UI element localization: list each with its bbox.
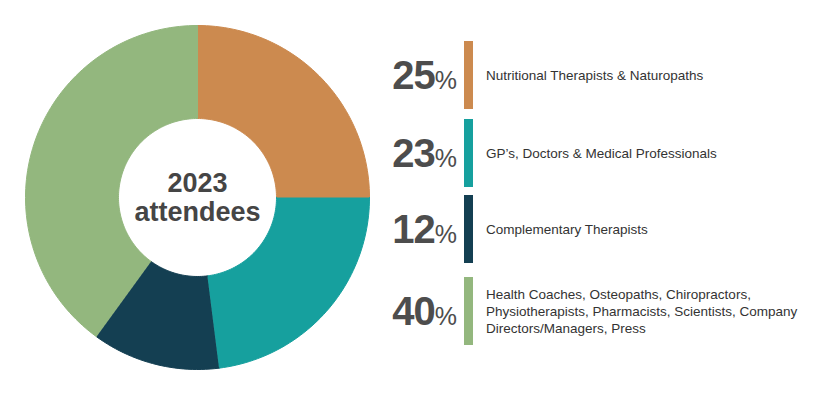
html-text:25%: 25% bbox=[392, 52, 457, 97]
html-text:Nutritional Therapists & Natur: Nutritional Therapists & Naturopaths bbox=[486, 67, 704, 83]
html-text:12%: 12% bbox=[392, 206, 457, 251]
svg-text:2023attendees: 2023attendees bbox=[134, 168, 260, 226]
html-text:Complementary Therapists: Complementary Therapists bbox=[486, 221, 648, 237]
html-text:23%: 23% bbox=[392, 130, 457, 175]
html-text:40%: 40% bbox=[392, 288, 457, 333]
html-text:Health Coaches, Osteopaths, Ch: Health Coaches, Osteopaths, Chiropractor… bbox=[486, 286, 798, 336]
html-text:GP’s, Doctors & Medical Profes: GP’s, Doctors & Medical Professionals bbox=[486, 145, 717, 161]
